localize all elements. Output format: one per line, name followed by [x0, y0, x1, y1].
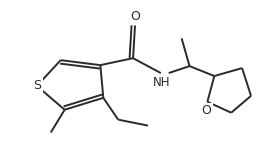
Text: S: S — [33, 79, 41, 92]
Text: O: O — [202, 104, 211, 117]
Text: O: O — [130, 9, 140, 22]
Text: NH: NH — [153, 76, 170, 89]
